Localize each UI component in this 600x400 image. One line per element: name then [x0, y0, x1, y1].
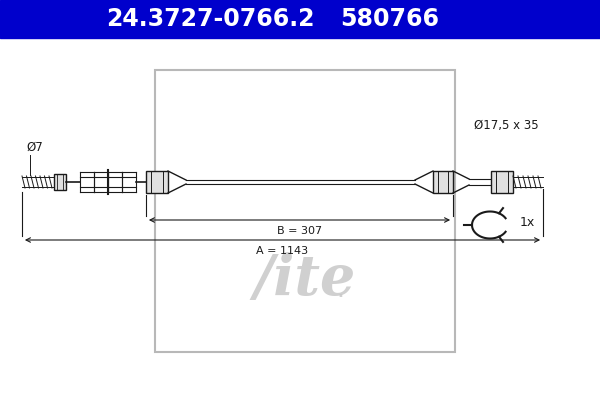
Bar [0, 0, 600, 38]
Text: .: . [336, 278, 344, 302]
Text: 1x: 1x [520, 216, 535, 230]
Bar [54, 174, 66, 190]
Text: Ø7: Ø7 [26, 141, 43, 154]
Bar [491, 171, 513, 193]
Bar [433, 171, 453, 193]
Text: 580766: 580766 [341, 7, 439, 31]
Text: /ite: /ite [254, 252, 356, 308]
Bar [155, 70, 455, 352]
Text: B = 307: B = 307 [277, 226, 322, 236]
Text: Ø17,5 x 35: Ø17,5 x 35 [474, 119, 539, 132]
Text: 24.3727-0766.2: 24.3727-0766.2 [106, 7, 314, 31]
Text: A = 1143: A = 1143 [256, 246, 308, 256]
Bar [146, 171, 168, 193]
